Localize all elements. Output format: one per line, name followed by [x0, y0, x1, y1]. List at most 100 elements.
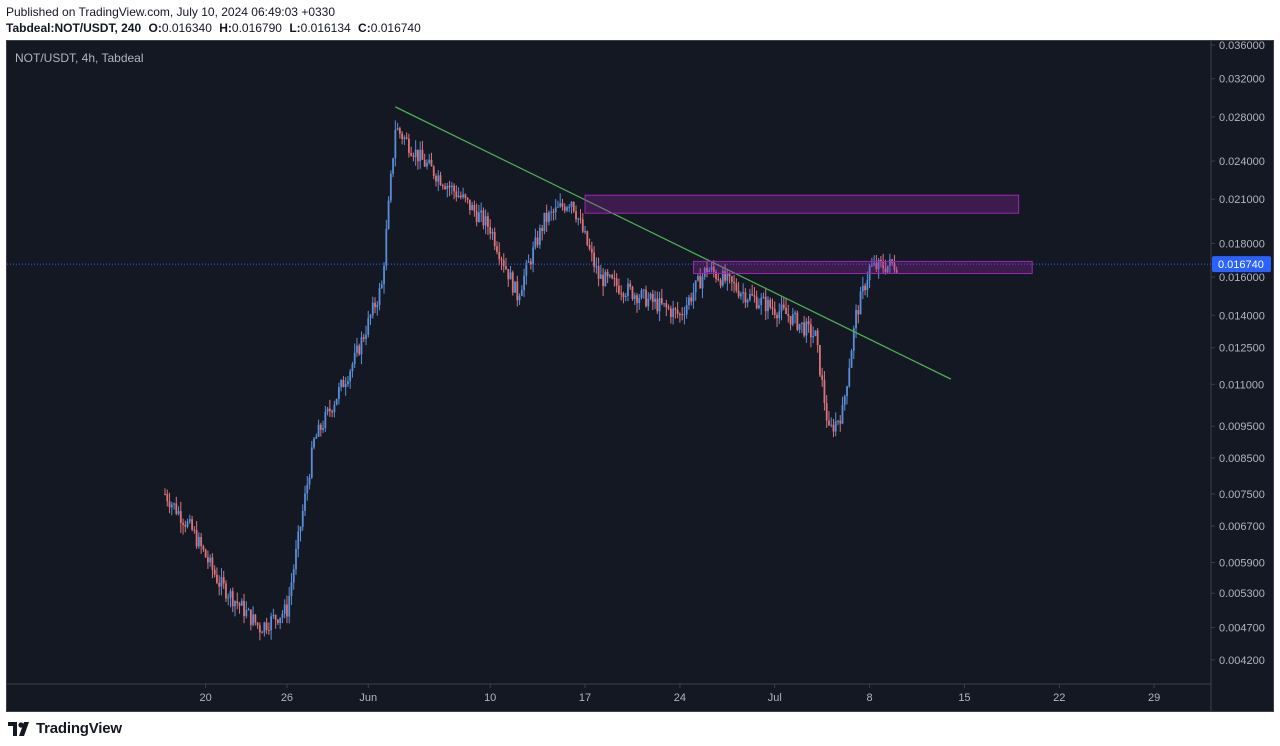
- candle-body: [245, 609, 248, 617]
- candle-body: [444, 186, 446, 189]
- price-tick-label: 0.004700: [1219, 623, 1265, 635]
- tradingview-brand: TradingView: [36, 720, 122, 737]
- candle-body: [615, 278, 618, 286]
- candle-body: [717, 278, 720, 281]
- candle-body: [604, 271, 607, 287]
- candle-body: [895, 270, 898, 273]
- candle-body: [505, 266, 507, 270]
- candle-body: [308, 477, 311, 485]
- candle-body: [435, 176, 437, 182]
- candle-body: [805, 321, 808, 336]
- candle-body: [306, 484, 309, 494]
- trendline[interactable]: [395, 106, 952, 380]
- time-tick-label: 22: [1053, 692, 1065, 704]
- candle-body: [613, 278, 616, 280]
- candle-body: [561, 203, 564, 207]
- candle-body: [197, 536, 200, 547]
- candlestick-chart[interactable]: 0.036000 0.032000 0.028000 0.024000 0.021000…: [7, 41, 1273, 711]
- candle-body: [441, 185, 444, 187]
- candle-body: [502, 260, 505, 267]
- open-label: O:: [148, 21, 162, 35]
- price-tick-label: 0.018000: [1219, 238, 1265, 250]
- candle-body: [216, 574, 218, 583]
- candle-body: [557, 206, 559, 208]
- candle-body: [739, 293, 742, 297]
- candle-body: [839, 420, 842, 424]
- candle-body: [464, 194, 467, 198]
- candle-body: [830, 424, 833, 426]
- high-value: 0.016790: [231, 21, 282, 35]
- price-axis[interactable]: 0.036000 0.032000 0.028000 0.024000 0.021000…: [1211, 41, 1271, 667]
- candle-body: [265, 622, 268, 630]
- candle-body: [859, 291, 862, 315]
- candle-body: [541, 227, 544, 232]
- candle-body: [773, 308, 776, 315]
- price-tick-label: 0.014000: [1219, 310, 1265, 322]
- candle-body: [886, 265, 889, 273]
- candle-body: [337, 387, 340, 399]
- candle-body: [719, 280, 722, 286]
- candle-body: [590, 248, 593, 253]
- high-label: H:: [219, 21, 232, 35]
- candle-body: [301, 510, 304, 527]
- candle-body: [728, 273, 731, 277]
- candle-body: [319, 424, 322, 430]
- price-tick-label: 0.005300: [1219, 588, 1265, 600]
- candle-body: [807, 321, 810, 325]
- candle-body: [794, 312, 796, 315]
- candle-body: [848, 367, 851, 387]
- chart-panel[interactable]: NOT/USDT, 4h, Tabdeal 0.036000 0.032000 0.…: [6, 40, 1274, 712]
- candle-body: [392, 158, 394, 174]
- tradingview-logo[interactable]: TradingView: [8, 720, 122, 737]
- candle-body: [742, 292, 745, 294]
- candle-body: [631, 286, 634, 299]
- candle-body: [744, 292, 747, 303]
- candle-body: [559, 203, 562, 207]
- time-tick-label: 15: [958, 692, 970, 704]
- candle-body: [595, 266, 598, 268]
- time-axis[interactable]: 20 26 Jun 10 17 24 Jul 8 15 22 29: [200, 684, 1161, 704]
- candle-body: [796, 312, 799, 330]
- candle-body: [487, 216, 489, 227]
- candle-body: [389, 173, 392, 201]
- candle-body: [349, 371, 352, 382]
- candle-body: [597, 266, 600, 279]
- candle-body: [315, 436, 318, 439]
- candle-body: [638, 297, 641, 304]
- resistance-zone[interactable]: [692, 260, 1033, 274]
- candle-body: [620, 293, 623, 295]
- candle-body: [493, 231, 496, 247]
- chart-legend: NOT/USDT, 4h, Tabdeal: [15, 51, 144, 65]
- candle-body: [491, 231, 494, 234]
- price-tick-label: 0.008500: [1219, 453, 1265, 465]
- candle-body: [193, 529, 196, 531]
- symbol-ohlc-line: Tabdeal:NOT/USDT, 240 O:0.016340 H:0.016…: [6, 21, 421, 35]
- candle-body: [405, 137, 408, 139]
- candle-body: [753, 295, 756, 297]
- candle-body: [430, 159, 433, 167]
- candle-body: [656, 298, 659, 312]
- candle-body: [281, 613, 284, 618]
- candle-body: [277, 619, 279, 624]
- candle-body: [581, 219, 584, 232]
- candle-body: [676, 309, 679, 315]
- candle-body: [182, 523, 184, 525]
- published-info: Published on TradingView.com, July 10, 2…: [6, 5, 336, 19]
- candle-body: [496, 246, 498, 252]
- candle-body: [419, 149, 422, 162]
- candle-body: [735, 283, 738, 291]
- candle-body: [412, 155, 415, 157]
- candle-body: [297, 531, 300, 549]
- candle-body: [692, 292, 695, 302]
- publish-header: Published on TradingView.com, July 10, 2…: [0, 0, 1280, 40]
- candle-body: [579, 218, 582, 220]
- price-tick-label: 0.006700: [1219, 521, 1265, 533]
- footer: TradingView: [0, 712, 1280, 746]
- candle-body: [367, 317, 370, 335]
- open-value: 0.016340: [161, 21, 212, 35]
- candle-body: [455, 191, 458, 198]
- resistance-zone[interactable]: [584, 194, 1020, 214]
- candle-body: [240, 600, 243, 606]
- price-tick-label: 0.012500: [1219, 343, 1265, 355]
- candle-body: [764, 296, 767, 312]
